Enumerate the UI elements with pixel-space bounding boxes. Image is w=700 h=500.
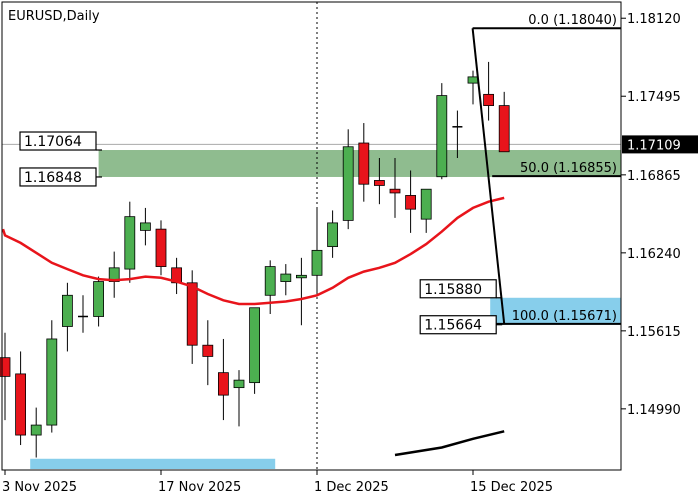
y-tick-label: 1.16865 bbox=[627, 169, 681, 184]
candle-body bbox=[342, 146, 354, 221]
candle bbox=[171, 257, 183, 295]
candle bbox=[280, 264, 292, 296]
fibo-level-label: 100.0 (1.15671) bbox=[512, 309, 617, 324]
candle bbox=[389, 158, 401, 218]
y-tick-label: 1.14990 bbox=[627, 403, 681, 418]
candle bbox=[420, 188, 432, 233]
zone-lower bbox=[490, 297, 621, 325]
candle bbox=[0, 332, 11, 421]
candle-body bbox=[139, 222, 151, 231]
candles bbox=[0, 61, 510, 458]
chart-title: EURUSD,Daily bbox=[8, 9, 100, 24]
candle bbox=[155, 220, 167, 276]
y-tick-label: 1.16240 bbox=[627, 247, 681, 262]
candle bbox=[264, 260, 276, 314]
x-tick-label: 3 Nov 2025 bbox=[2, 480, 77, 495]
candle-body bbox=[280, 273, 292, 282]
moving-average-2-line bbox=[394, 430, 505, 457]
candle bbox=[108, 251, 120, 298]
candle-body bbox=[389, 188, 401, 194]
candle bbox=[15, 351, 27, 446]
current-price-label: 1.17109 bbox=[627, 138, 681, 153]
candle-body bbox=[327, 222, 339, 248]
candle bbox=[217, 338, 229, 421]
candle-body bbox=[46, 338, 58, 426]
candle-body bbox=[405, 195, 417, 210]
candle bbox=[452, 110, 463, 158]
moving-average-line bbox=[1, 196, 505, 306]
candle-body bbox=[15, 373, 27, 436]
candle bbox=[373, 158, 385, 205]
candle bbox=[249, 307, 261, 394]
fibo-trendline bbox=[471, 28, 506, 324]
candle-body bbox=[0, 357, 11, 377]
candle bbox=[233, 370, 245, 427]
price-box-label: 1.15664 bbox=[424, 318, 482, 334]
candle bbox=[124, 201, 136, 283]
candle-body bbox=[295, 274, 307, 279]
candle-body bbox=[373, 180, 385, 186]
plot-frame bbox=[1, 1, 622, 471]
candle bbox=[78, 295, 88, 333]
candle-body bbox=[420, 188, 432, 220]
candle-body bbox=[249, 307, 261, 384]
current-price-badge: 1.17109 bbox=[622, 135, 698, 154]
candle bbox=[436, 83, 448, 180]
x-tick-label: 1 Dec 2025 bbox=[314, 480, 389, 495]
candle-body bbox=[62, 294, 73, 327]
candle bbox=[483, 61, 495, 121]
candle-body bbox=[498, 105, 510, 153]
candle-body bbox=[155, 228, 167, 267]
candle bbox=[93, 276, 104, 327]
fibonacci-retracement[interactable]: 0.0 (1.18040) 50.0 (1.16855) 100.0 (1.1567… bbox=[471, 13, 621, 325]
y-tick-label: 1.17495 bbox=[627, 90, 681, 105]
candle bbox=[405, 170, 417, 233]
candle-body bbox=[202, 344, 214, 357]
candle-body bbox=[233, 379, 245, 389]
price-box-label: 1.16848 bbox=[24, 170, 82, 186]
candle-body bbox=[311, 249, 323, 276]
fibo-level-label: 50.0 (1.16855) bbox=[520, 161, 617, 176]
candle-body bbox=[217, 372, 229, 396]
candle bbox=[139, 207, 151, 246]
candle bbox=[295, 257, 307, 326]
x-axis: 3 Nov 2025 17 Nov 2025 1 Dec 2025 15 Dec 20… bbox=[2, 470, 553, 495]
price-boxes: 1.17064 1.16848 1.15880 1.15664 bbox=[19, 131, 503, 335]
price-box bbox=[19, 131, 97, 151]
x-tick-label: 15 Dec 2025 bbox=[470, 480, 553, 495]
candle bbox=[342, 129, 354, 230]
candle-body bbox=[467, 76, 479, 84]
y-tick-label: 1.15615 bbox=[627, 325, 681, 340]
candle-body bbox=[93, 281, 104, 317]
price-box-label: 1.15880 bbox=[424, 282, 482, 298]
fibo-level-label: 0.0 (1.18040) bbox=[528, 13, 617, 28]
zone-bottom bbox=[30, 458, 276, 469]
candle-body bbox=[186, 282, 198, 346]
candle-body bbox=[483, 93, 495, 106]
candle bbox=[202, 320, 214, 386]
y-axis: 1.18120 1.17495 1.16865 1.16240 1.15615 1.149… bbox=[621, 12, 681, 418]
candle bbox=[311, 207, 323, 296]
candle-body bbox=[436, 95, 448, 178]
candle bbox=[358, 123, 370, 202]
candle bbox=[46, 320, 58, 433]
candle-body bbox=[358, 142, 370, 185]
candle bbox=[327, 210, 339, 258]
price-box-label: 1.17064 bbox=[24, 134, 82, 150]
candle-body bbox=[124, 216, 136, 270]
x-tick-label: 17 Nov 2025 bbox=[158, 480, 241, 495]
candle bbox=[62, 282, 73, 352]
y-tick-label: 1.18120 bbox=[627, 12, 681, 27]
candle bbox=[467, 70, 479, 105]
candle bbox=[30, 407, 42, 458]
candle bbox=[498, 91, 510, 153]
candle-body bbox=[30, 424, 42, 436]
price-box bbox=[419, 279, 497, 299]
candle-body bbox=[264, 266, 276, 296]
